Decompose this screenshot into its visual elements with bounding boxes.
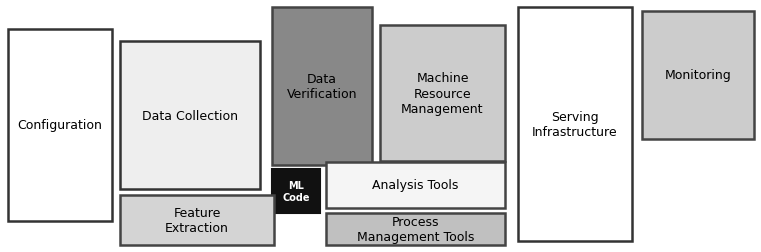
Bar: [518, 8, 632, 241]
Bar: [272, 8, 372, 165]
Text: Data
Verification: Data Verification: [287, 73, 357, 101]
Bar: [326, 213, 505, 245]
Bar: [120, 195, 274, 245]
Text: Monitoring: Monitoring: [664, 69, 731, 82]
Text: ML
Code: ML Code: [282, 180, 310, 202]
Text: Configuration: Configuration: [18, 119, 103, 132]
Text: Feature
Extraction: Feature Extraction: [165, 206, 229, 234]
Bar: [120, 42, 260, 189]
Bar: [272, 169, 320, 213]
Bar: [326, 162, 505, 208]
Bar: [380, 26, 505, 161]
Text: Process
Management Tools: Process Management Tools: [357, 215, 474, 243]
Text: Data Collection: Data Collection: [142, 109, 238, 122]
Text: Machine
Resource
Management: Machine Resource Management: [401, 72, 484, 115]
Text: Analysis Tools: Analysis Tools: [372, 179, 459, 192]
Bar: [642, 12, 754, 139]
Bar: [8, 30, 112, 221]
Text: Serving
Infrastructure: Serving Infrastructure: [532, 111, 618, 138]
